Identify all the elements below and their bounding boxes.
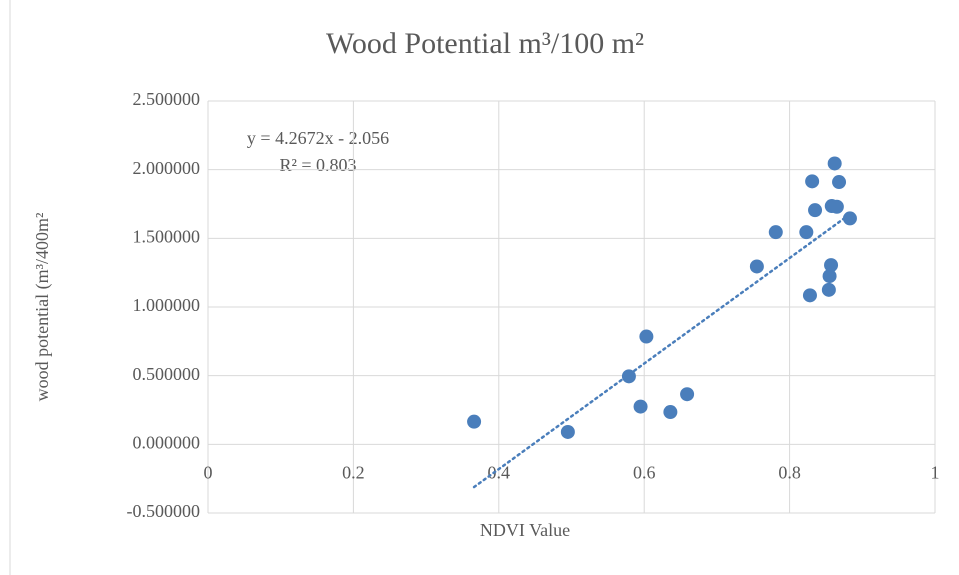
point [808,203,823,218]
point [822,269,837,284]
point [768,225,783,240]
point [621,369,636,384]
trendline [472,212,852,489]
point [832,175,847,190]
point [805,174,820,189]
point [639,329,654,344]
point [821,282,836,297]
equation: y = 4.2672x - 2.056 [247,128,389,148]
point [680,387,695,402]
point [799,225,814,240]
x-tick-label: 0.8 [778,462,801,482]
y-axis-label: wood potential (m³/400m² [32,213,53,402]
y-tick-label: 0.000000 [133,432,201,452]
y-tick-label: 1.000000 [133,295,201,315]
point [824,258,839,273]
y-tick-label: 1.500000 [133,226,201,246]
point [842,211,857,226]
y-tick-label: -0.500000 [127,501,201,521]
x-tick-label: 0 [204,462,213,482]
y-tick-label: 2.000000 [133,158,201,178]
x-tick-label: 0.4 [488,462,511,482]
point [560,424,575,439]
point [802,288,817,303]
x-tick-label: 0.6 [633,462,656,482]
point [749,259,764,274]
y-tick-label: 0.500000 [133,364,201,384]
y-tick-label: 2.500000 [133,89,201,109]
point [829,199,844,214]
point [663,405,678,420]
chart-title: Wood Potential m³/100 m² [326,27,644,60]
x-tick-label: 0.2 [342,462,365,482]
point [827,156,842,171]
r-squared: R² = 0.803 [279,155,356,175]
x-axis-label: NDVI Value [480,520,570,540]
x-tick-label: 1 [931,462,940,482]
point [467,414,482,429]
point [633,399,648,414]
